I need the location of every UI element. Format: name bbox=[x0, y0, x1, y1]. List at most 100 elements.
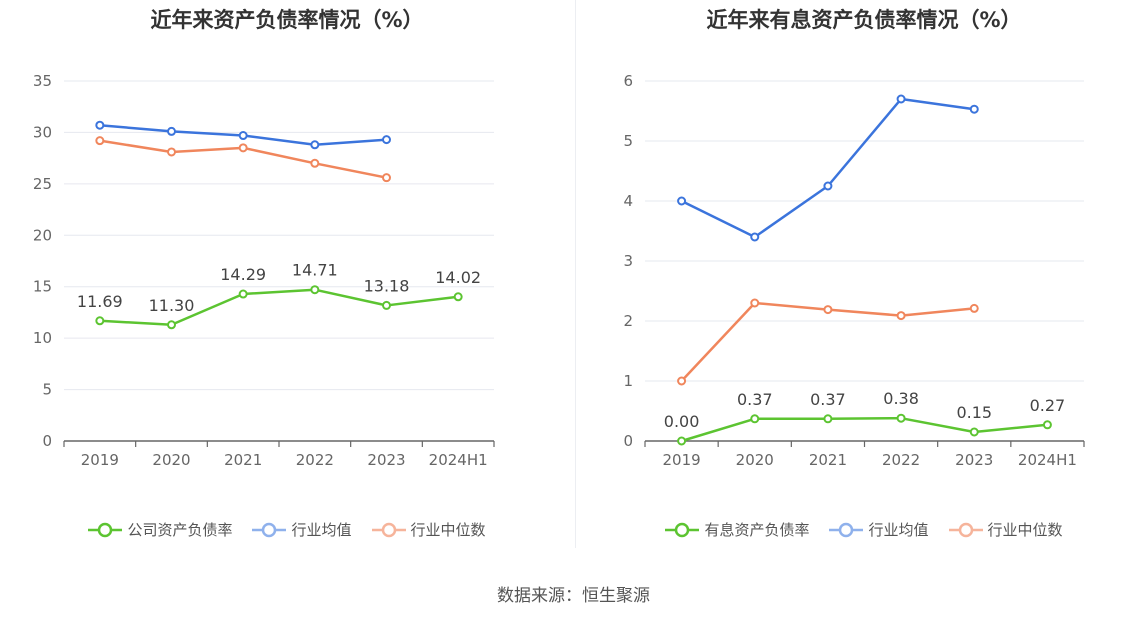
x-tick-label: 2021 bbox=[809, 451, 847, 469]
legend-item-interest-ratio[interactable]: 有息资产负债率 bbox=[665, 519, 809, 540]
data-label: 14.02 bbox=[435, 268, 481, 287]
data-point bbox=[382, 300, 391, 310]
data-point bbox=[95, 120, 105, 130]
y-tick-label: 35 bbox=[33, 72, 52, 90]
data-point bbox=[823, 181, 833, 191]
data-point bbox=[238, 143, 248, 153]
data-point bbox=[1042, 420, 1052, 430]
data-point bbox=[310, 158, 320, 168]
y-tick-label: 15 bbox=[33, 278, 52, 296]
data-point bbox=[382, 173, 391, 183]
data-point bbox=[896, 94, 906, 104]
data-point bbox=[238, 131, 248, 141]
legend-item-company-ratio[interactable]: 公司资产负债率 bbox=[88, 519, 232, 540]
legend-blue-marker-icon bbox=[252, 521, 287, 539]
y-tick-label: 2 bbox=[623, 312, 633, 330]
data-point bbox=[167, 126, 176, 136]
legend-item-industry-mean[interactable]: 行业均值 bbox=[829, 519, 929, 540]
legend-green-marker-icon bbox=[88, 521, 123, 539]
data-label: 0.38 bbox=[883, 389, 919, 408]
data-point bbox=[167, 320, 176, 330]
x-tick-label: 2019 bbox=[81, 451, 119, 469]
data-label: 14.71 bbox=[292, 261, 338, 280]
data-label: 0.37 bbox=[737, 390, 773, 409]
data-label: 11.69 bbox=[77, 292, 123, 311]
data-label: 0.27 bbox=[1030, 396, 1066, 415]
legend-item-industry-median[interactable]: 行业中位数 bbox=[371, 519, 486, 540]
line-chart-interest-bearing: 0 1 2 3 4 5 6 2019 2020 2021 2022 2023 2024H1 0.00 0.3… bbox=[623, 72, 1085, 469]
legend-blue-marker-icon bbox=[829, 521, 864, 539]
legend-item-industry-mean[interactable]: 行业均值 bbox=[252, 519, 352, 540]
data-point bbox=[677, 376, 687, 386]
data-point bbox=[310, 140, 320, 150]
y-tick-label: 5 bbox=[623, 132, 633, 150]
legend-orange-marker-icon bbox=[948, 521, 983, 539]
data-point bbox=[238, 289, 248, 299]
legend-label: 行业中位数 bbox=[410, 521, 486, 539]
y-tick-label: 1 bbox=[623, 372, 633, 390]
data-point bbox=[750, 414, 760, 424]
data-point bbox=[896, 413, 906, 423]
data-label: 0.37 bbox=[810, 390, 846, 409]
legend-item-industry-median[interactable]: 行业中位数 bbox=[948, 519, 1063, 540]
data-source: 数据来源：恒生聚源 bbox=[497, 586, 650, 606]
y-tick-label: 0 bbox=[623, 432, 633, 450]
legend-label: 行业均值 bbox=[868, 521, 929, 539]
legend-label: 行业中位数 bbox=[987, 521, 1063, 539]
x-tick-label: 2019 bbox=[662, 451, 700, 469]
y-tick-label: 3 bbox=[623, 252, 633, 270]
data-point bbox=[750, 298, 760, 308]
x-tick-label: 2024H1 bbox=[429, 451, 488, 469]
series-line bbox=[680, 301, 975, 382]
data-point bbox=[95, 316, 105, 326]
x-tick-label: 2021 bbox=[224, 451, 262, 469]
data-point bbox=[896, 311, 906, 321]
data-point bbox=[677, 196, 687, 206]
data-point bbox=[167, 147, 176, 157]
y-tick-label: 5 bbox=[42, 381, 52, 399]
legend-orange-marker-icon bbox=[371, 521, 406, 539]
data-point bbox=[677, 436, 687, 446]
y-tick-label: 4 bbox=[623, 192, 633, 210]
line-chart-asset-liability: 0 5 10 15 20 25 30 35 2019 2020 2021 2022 2023 2024H1… bbox=[33, 72, 495, 469]
chart-title: 近年来资产负债率情况（%） bbox=[150, 8, 424, 32]
x-tick-label: 2020 bbox=[152, 451, 190, 469]
chart-panel-interest-bearing: 近年来有息资产负债率情况（%） 0 1 2 3 4 5 6 2019 2020 2021 2022 2… bbox=[577, 0, 1147, 560]
y-tick-label: 6 bbox=[623, 72, 633, 90]
legend-green-marker-icon bbox=[665, 521, 700, 539]
series-line bbox=[99, 288, 459, 327]
data-point bbox=[823, 414, 833, 424]
data-point bbox=[310, 285, 320, 295]
y-tick-label: 30 bbox=[33, 123, 52, 141]
x-tick-label: 2020 bbox=[736, 451, 774, 469]
x-tick-label: 2023 bbox=[955, 451, 993, 469]
x-tick-label: 2023 bbox=[367, 451, 405, 469]
x-tick-label: 2024H1 bbox=[1018, 451, 1077, 469]
data-point bbox=[453, 292, 463, 302]
data-point bbox=[95, 136, 105, 146]
series-line bbox=[681, 416, 1048, 443]
y-tick-label: 0 bbox=[42, 432, 52, 450]
y-tick-label: 25 bbox=[33, 175, 52, 193]
data-label: 11.30 bbox=[149, 296, 195, 315]
chart-legend: 有息资产负债率 行业均值 行业中位数 bbox=[577, 519, 1147, 540]
x-tick-label: 2022 bbox=[296, 451, 334, 469]
chart-title: 近年来有息资产负债率情况（%） bbox=[706, 8, 1022, 32]
legend-label: 行业均值 bbox=[291, 521, 352, 539]
data-label: 13.18 bbox=[364, 276, 410, 295]
y-tick-label: 10 bbox=[33, 329, 52, 347]
data-label: 14.29 bbox=[220, 265, 266, 284]
panel-divider bbox=[575, 0, 576, 548]
legend-label: 有息资产负债率 bbox=[704, 521, 810, 539]
data-point bbox=[969, 303, 979, 313]
x-tick-label: 2022 bbox=[882, 451, 920, 469]
data-point bbox=[969, 104, 979, 114]
y-tick-label: 20 bbox=[33, 226, 52, 244]
data-point bbox=[823, 305, 833, 315]
data-label: 0.00 bbox=[664, 412, 700, 431]
legend-label: 公司资产负债率 bbox=[127, 521, 233, 539]
data-label: 0.15 bbox=[956, 403, 992, 422]
series-line bbox=[681, 97, 975, 239]
chart-legend: 公司资产负债率 行业均值 行业中位数 bbox=[0, 519, 574, 540]
data-point bbox=[750, 232, 760, 242]
